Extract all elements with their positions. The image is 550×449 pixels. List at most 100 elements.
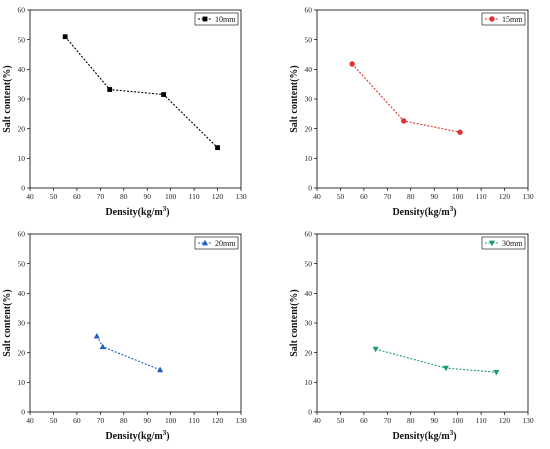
y-tick-label-4: 30 <box>305 319 313 328</box>
y-tick-label-1: 0 <box>21 184 25 193</box>
y-axis-label-4: Salt content(%) <box>289 289 300 357</box>
legend-label-3: 20mm <box>215 239 236 248</box>
plot-frame-4 <box>316 233 529 413</box>
x-tick-label-1: 90 <box>143 192 151 201</box>
x-tick-label-3: 120 <box>212 416 224 425</box>
x-tick-label-1: 120 <box>212 192 224 201</box>
data-point-3-3 <box>157 366 164 373</box>
legend-label-1: 10mm <box>215 15 236 24</box>
y-tick-label-3: 40 <box>18 289 26 298</box>
x-tick-label-3: 80 <box>120 416 128 425</box>
x-tick-label-3: 50 <box>50 416 58 425</box>
x-tick-label-4: 130 <box>522 416 534 425</box>
y-tick-label-2: 0 <box>308 184 312 193</box>
x-tick-label-4: 110 <box>476 416 487 425</box>
x-tick-label-2: 80 <box>407 192 415 201</box>
y-tick-label-4: 50 <box>305 259 313 268</box>
series-line-4 <box>375 348 497 373</box>
plot-frame-1 <box>29 9 242 189</box>
y-tick-label-4: 10 <box>305 378 313 387</box>
x-tick-label-1: 110 <box>189 192 200 201</box>
x-tick-label-1: 70 <box>97 192 105 201</box>
data-point-3-1 <box>93 332 100 339</box>
data-point-3-2 <box>99 343 106 350</box>
x-tick-label-2: 100 <box>452 192 464 201</box>
data-point-1-2 <box>107 87 113 92</box>
y-tick-label-3: 20 <box>18 348 26 357</box>
y-tick-label-3: 50 <box>18 259 26 268</box>
series-line-1 <box>64 36 218 149</box>
x-tick-label-2: 40 <box>313 192 321 201</box>
chart-panel-1: 40 50 60 70 80 90 100 110 120 130 0 10 20 30 40 50 60 Den… <box>2 6 247 218</box>
x-tick-label-1: 60 <box>73 192 81 201</box>
chart-panel-4: 40 50 60 70 80 90 100 110 120 130 0 10 20 30 40 50 60 Den… <box>289 230 534 442</box>
x-tick-label-2: 120 <box>499 192 511 201</box>
data-point-4-2 <box>442 365 449 372</box>
x-axis-label-2: Density(kg/m3) <box>392 205 456 218</box>
legend-marker-2 <box>489 16 495 22</box>
x-tick-label-2: 70 <box>384 192 392 201</box>
legend-label-4: 30mm <box>502 239 523 248</box>
x-tick-label-1: 50 <box>50 192 58 201</box>
data-point-4-1 <box>372 346 379 353</box>
data-point-2-2 <box>401 118 407 124</box>
y-tick-label-2: 60 <box>305 6 313 15</box>
y-tick-label-3: 60 <box>18 230 26 239</box>
y-tick-label-1: 40 <box>18 65 26 74</box>
y-axis-label-2: Salt content(%) <box>289 65 300 133</box>
y-tick-label-4: 0 <box>308 408 312 417</box>
y-axis-label-3: Salt content(%) <box>2 289 13 357</box>
legend-box-1 <box>194 12 239 26</box>
y-tick-label-2: 30 <box>305 95 313 104</box>
x-tick-label-4: 70 <box>384 416 392 425</box>
legend-box-2 <box>481 12 526 26</box>
x-tick-label-1: 80 <box>120 192 128 201</box>
chart-panel-2: 40 50 60 70 80 90 100 110 120 130 0 10 20 30 40 50 60 Den… <box>289 6 534 218</box>
y-tick-label-1: 30 <box>18 95 26 104</box>
x-tick-label-1: 100 <box>165 192 177 201</box>
y-tick-label-1: 20 <box>18 124 26 133</box>
x-tick-label-3: 100 <box>165 416 177 425</box>
legend-box-4 <box>481 236 526 250</box>
x-tick-label-4: 120 <box>499 416 511 425</box>
x-tick-label-4: 100 <box>452 416 464 425</box>
x-tick-label-1: 40 <box>26 192 34 201</box>
x-tick-label-2: 110 <box>476 192 487 201</box>
y-tick-label-1: 60 <box>18 6 26 15</box>
data-point-4-3 <box>493 369 500 376</box>
x-tick-label-2: 60 <box>360 192 368 201</box>
legend-box-3 <box>194 236 239 250</box>
x-tick-label-4: 60 <box>360 416 368 425</box>
x-tick-label-3: 60 <box>73 416 81 425</box>
x-tick-label-4: 90 <box>430 416 438 425</box>
y-tick-label-2: 50 <box>305 35 313 44</box>
x-tick-label-3: 40 <box>26 416 34 425</box>
x-axis-label-1: Density(kg/m3) <box>105 205 169 218</box>
x-tick-label-2: 130 <box>522 192 534 201</box>
y-tick-label-3: 10 <box>18 378 26 387</box>
y-tick-label-2: 20 <box>305 124 313 133</box>
chart-panel-3: 40 50 60 70 80 90 100 110 120 130 0 10 20 30 40 50 60 Den… <box>2 230 247 442</box>
x-axis-label-3: Density(kg/m3) <box>105 429 169 442</box>
x-tick-label-4: 50 <box>337 416 345 425</box>
legend-marker-1 <box>202 16 208 22</box>
y-tick-label-4: 60 <box>305 230 313 239</box>
x-tick-label-3: 130 <box>235 416 247 425</box>
plot-frame-2 <box>316 9 529 189</box>
y-tick-label-3: 30 <box>18 319 26 328</box>
x-axis-label-4: Density(kg/m3) <box>392 429 456 442</box>
data-point-2-3 <box>457 129 463 135</box>
x-tick-label-3: 90 <box>143 416 151 425</box>
data-point-1-3 <box>161 92 167 97</box>
y-tick-label-4: 20 <box>305 348 313 357</box>
y-tick-label-2: 40 <box>305 65 313 74</box>
y-tick-label-1: 50 <box>18 35 26 44</box>
x-tick-label-4: 40 <box>313 416 321 425</box>
data-point-1-4 <box>215 145 220 151</box>
y-tick-label-1: 10 <box>18 154 26 163</box>
legend-label-2: 15mm <box>502 15 523 24</box>
data-point-2-1 <box>349 61 355 67</box>
x-tick-label-2: 50 <box>337 192 345 201</box>
y-axis-label-1: Salt content(%) <box>2 65 13 133</box>
data-point-1-1 <box>62 34 68 40</box>
